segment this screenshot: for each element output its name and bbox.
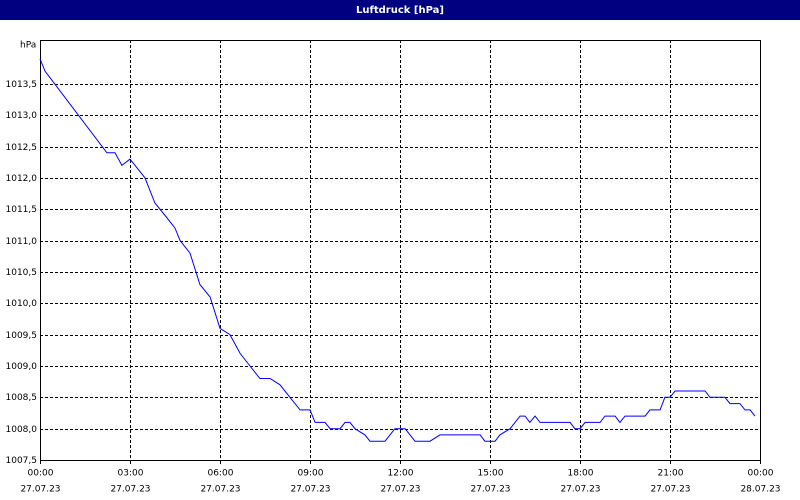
data-line — [39, 58, 756, 442]
y-axis-label: hPa — [20, 41, 36, 51]
x-tick-label: 00:00 — [748, 469, 774, 479]
y-tick-label: 1012,0 — [6, 174, 38, 184]
x-tick-label: 21:00 — [658, 469, 684, 479]
x-tick-label: 12:00 — [388, 469, 414, 479]
x-tick-label: 06:00 — [208, 469, 234, 479]
x-tick-date: 27.07.23 — [20, 485, 60, 495]
x-tick-date: 27.07.23 — [110, 485, 150, 495]
y-tick-label: 1011,0 — [6, 237, 38, 247]
x-tick-label: 00:00 — [28, 469, 54, 479]
y-tick-label: 1010,0 — [6, 299, 38, 309]
x-tick-label: 09:00 — [298, 469, 324, 479]
y-tick-label: 1011,5 — [6, 205, 38, 215]
x-tick-date: 27.07.23 — [560, 485, 600, 495]
x-tick-date: 27.07.23 — [200, 485, 240, 495]
title-bar — [0, 0, 800, 20]
x-tick-label: 03:00 — [118, 469, 144, 479]
x-tick-date: 27.07.23 — [470, 485, 510, 495]
y-tick-label: 1013,5 — [6, 80, 38, 90]
x-tick-label: 18:00 — [568, 469, 594, 479]
y-tick-label: 1008,0 — [6, 425, 38, 435]
y-tick-label: 1009,0 — [6, 362, 38, 372]
y-tick-label: 1013,0 — [6, 111, 38, 121]
y-tick-label: 1008,5 — [6, 393, 38, 403]
x-tick-date: 28.07.23 — [740, 485, 780, 495]
y-tick-label: 1010,5 — [6, 268, 38, 278]
x-tick-label: 15:00 — [478, 469, 504, 479]
x-tick-date: 27.07.23 — [380, 485, 420, 495]
y-tick-label: 1012,5 — [6, 143, 38, 153]
x-tick-date: 27.07.23 — [290, 485, 330, 495]
y-tick-label: 1007,5 — [6, 456, 38, 466]
y-tick-label: 1009,5 — [6, 331, 38, 341]
chart-title: Luftdruck [hPa] — [356, 5, 444, 16]
x-tick-date: 27.07.23 — [650, 485, 690, 495]
